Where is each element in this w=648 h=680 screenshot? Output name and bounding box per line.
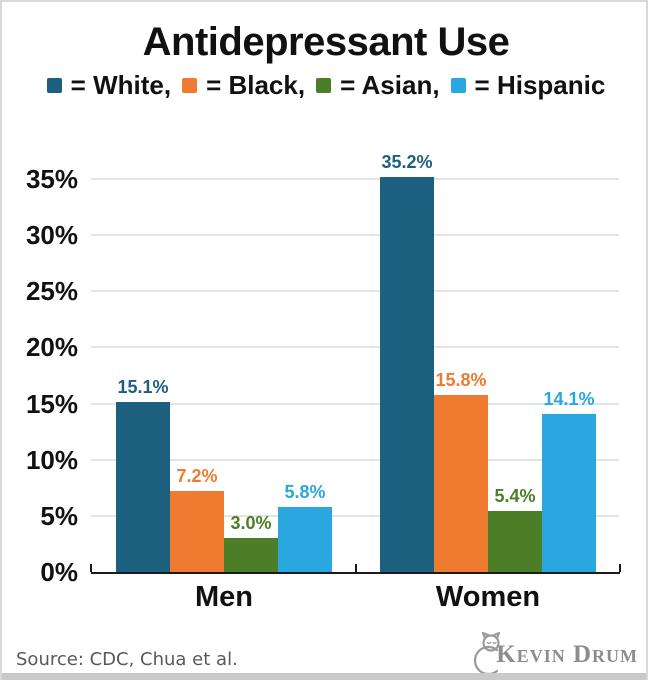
x-axis-line: [91, 572, 620, 574]
legend-label: = White,: [70, 69, 172, 100]
legend-swatch-icon: [182, 77, 198, 93]
legend-swatch-icon: [316, 77, 332, 93]
legend-label: = Hispanic: [474, 69, 606, 100]
x-axis-tick: [619, 564, 621, 572]
logo-text: Kevin Drum: [496, 641, 638, 668]
y-axis-tick-label: 30%: [25, 220, 78, 251]
bar-value-label: 15.1%: [117, 377, 169, 398]
bar-asian-women: [488, 511, 542, 572]
bar-asian-men: [224, 538, 278, 572]
x-axis-category-label: Men: [195, 581, 253, 613]
x-axis-category-label: Women: [435, 581, 541, 613]
bar-black-men: [170, 491, 224, 572]
legend-label: = Asian,: [340, 69, 440, 100]
kevin-drum-logo: Kevin Drum: [469, 632, 638, 676]
y-axis-tick-label: 5%: [40, 500, 78, 531]
bar-value-label: 5.8%: [284, 481, 326, 502]
bar-value-label: 5.4%: [494, 486, 536, 507]
bar-hispanic-men: [278, 506, 332, 572]
chart-legend: = White, = Black, = Asian, = Hispanic: [2, 68, 646, 102]
legend-label: = Black,: [206, 69, 306, 100]
legend-swatch-icon: [450, 77, 466, 93]
bar-value-label: 7.2%: [176, 466, 218, 487]
gridline-35%: [91, 178, 619, 180]
y-axis-tick-label: 35%: [25, 164, 78, 194]
legend-item: = Asian,: [316, 69, 440, 101]
y-axis-tick-label: 25%: [25, 276, 78, 307]
bar-value-label: 3.0%: [230, 513, 272, 534]
chart-title: Antidepressant Use: [142, 20, 510, 64]
gridline-5%: [91, 514, 619, 517]
y-axis-tick-label: 20%: [25, 332, 78, 363]
gridline-10%: [91, 458, 619, 461]
y-axis-tick-label: 0%: [40, 557, 78, 587]
legend-item: = Black,: [182, 70, 305, 101]
bar-value-label: 35.2%: [381, 151, 433, 172]
y-axis-tick-label: 10%: [25, 444, 78, 475]
legend-swatch-icon: [46, 77, 62, 93]
bar-white-men: [116, 402, 170, 572]
bottom-border-band: [2, 673, 646, 680]
bar-hispanic-women: [542, 413, 596, 572]
x-axis-tick: [354, 564, 357, 572]
x-axis-tick: [90, 564, 92, 572]
y-axis-tick-label: 15%: [25, 388, 78, 419]
gridline-20%: [91, 346, 619, 349]
gridline-30%: [91, 234, 619, 237]
legend-item: = Hispanic: [450, 69, 606, 101]
bar-value-label: 14.1%: [543, 388, 595, 409]
bar-black-women: [434, 394, 488, 572]
gridline-15%: [91, 402, 619, 405]
bar-value-label: 15.8%: [435, 369, 487, 390]
gridline-25%: [91, 290, 619, 293]
source-note: Source: CDC, Chua et al.: [16, 649, 238, 670]
bar-white-women: [380, 176, 434, 572]
legend-item: = White,: [46, 69, 172, 101]
